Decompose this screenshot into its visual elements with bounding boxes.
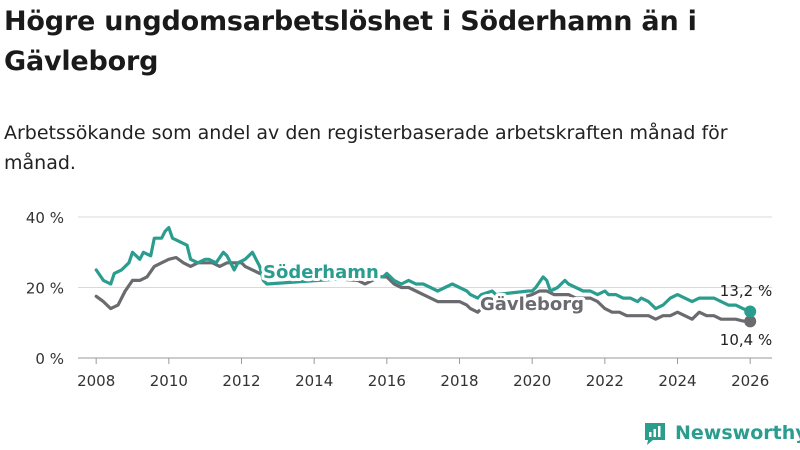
y-tick-label: 20 %: [26, 280, 64, 298]
x-tick-label: 2020: [513, 372, 551, 390]
x-tick-label: 2014: [295, 372, 333, 390]
x-tick-label: 2008: [77, 372, 115, 390]
y-tick-label: 0 %: [35, 350, 64, 368]
series-name-halo: Söderhamn: [263, 262, 379, 283]
x-tick-label: 2022: [586, 372, 624, 390]
series-end-value-label: 13,2 %: [720, 282, 772, 300]
series-end-point: [744, 315, 757, 328]
brand-logo: Newsworthy: [643, 418, 800, 448]
y-tick-label: 40 %: [26, 209, 64, 227]
x-tick-label: 2026: [731, 372, 769, 390]
series-name-label: Gävleborg: [480, 294, 584, 315]
series-end-point: [744, 305, 757, 318]
x-tick-label: 2024: [658, 372, 696, 390]
x-tick-label: 2018: [440, 372, 478, 390]
series-line-soderhamn: [94, 226, 752, 314]
series-name-halo: Gävleborg: [480, 294, 584, 315]
chart-subtitle: Arbetssökande som andel av den registerb…: [4, 122, 728, 174]
x-tick-label: 2010: [150, 372, 188, 390]
series-line-gavleborg: [94, 255, 752, 323]
series-end-value-label: 10,4 %: [720, 331, 772, 349]
series-name-label: Söderhamn: [263, 262, 379, 283]
chart-title: Högre ungdomsarbetslöshet i Söderhamn än…: [4, 6, 697, 77]
newsworthy-logo-icon: [645, 423, 665, 445]
brand-name: Newsworthy: [675, 422, 800, 444]
x-tick-label: 2012: [222, 372, 260, 390]
x-tick-label: 2016: [368, 372, 406, 390]
